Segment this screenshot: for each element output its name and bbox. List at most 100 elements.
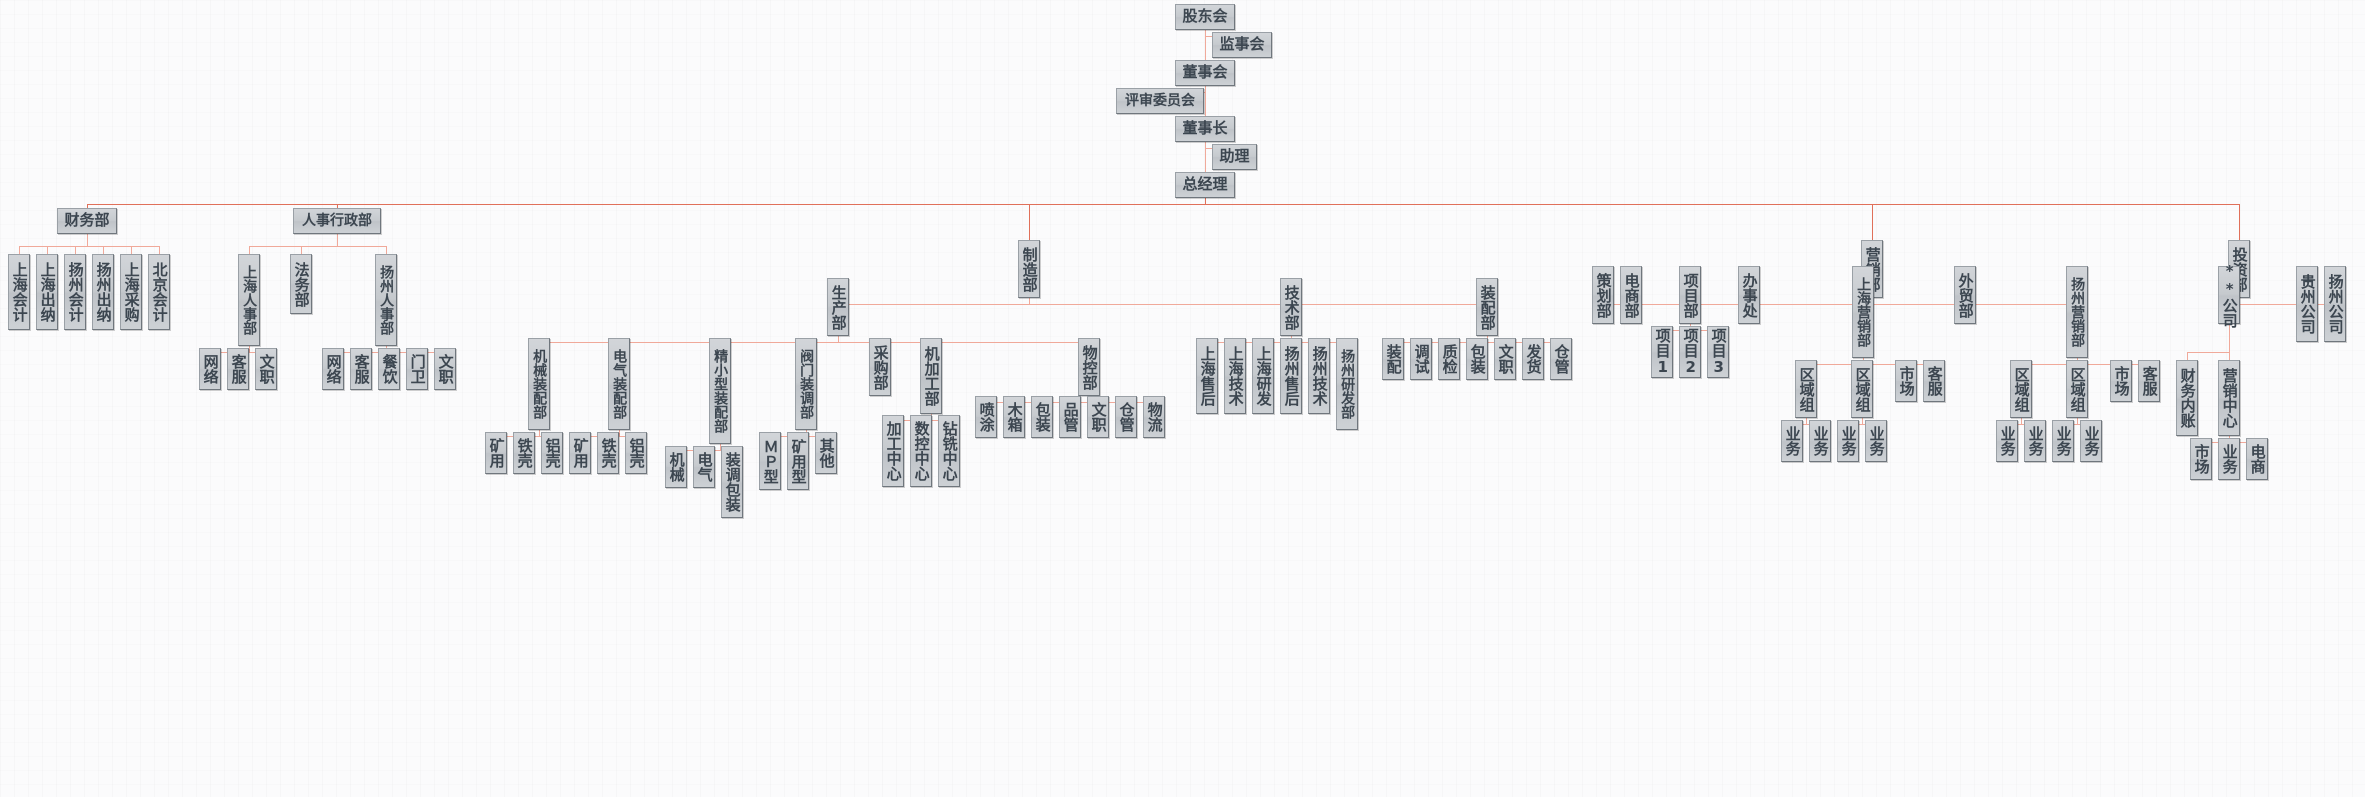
- org-node[interactable]: 阀门装调部: [795, 338, 817, 430]
- org-node[interactable]: 项目2: [1679, 326, 1701, 378]
- org-node[interactable]: 业务: [1781, 420, 1803, 462]
- org-node[interactable]: 扬州技术: [1308, 338, 1330, 414]
- org-node[interactable]: 电气装配部: [608, 338, 630, 430]
- org-node[interactable]: 铝壳: [625, 432, 647, 474]
- org-node[interactable]: 上海售后: [1196, 338, 1218, 414]
- org-node[interactable]: 业务: [1809, 420, 1831, 462]
- org-node[interactable]: 项目3: [1707, 326, 1729, 378]
- org-node[interactable]: 门卫: [406, 348, 428, 390]
- org-node[interactable]: 精小型装配部: [709, 338, 731, 444]
- org-node[interactable]: 装配部: [1476, 278, 1498, 336]
- org-node[interactable]: 外贸部: [1954, 266, 1976, 324]
- org-node[interactable]: 质检: [1438, 338, 1460, 380]
- org-node[interactable]: 业务: [1837, 420, 1859, 462]
- org-node[interactable]: 发货: [1522, 338, 1544, 380]
- org-node[interactable]: 包装: [1466, 338, 1488, 380]
- org-node[interactable]: 区域组: [1795, 360, 1817, 418]
- org-node[interactable]: 总经理: [1175, 172, 1235, 198]
- org-node[interactable]: 装配: [1382, 338, 1404, 380]
- org-node[interactable]: 铁壳: [597, 432, 619, 474]
- org-node[interactable]: 扬州研发部: [1336, 338, 1358, 430]
- org-node[interactable]: 木箱: [1003, 396, 1025, 438]
- org-node[interactable]: 项目部: [1679, 266, 1701, 324]
- org-node[interactable]: **公司: [2218, 262, 2240, 328]
- org-node[interactable]: 装调包装: [721, 446, 743, 518]
- org-node[interactable]: 加工中心: [882, 415, 904, 487]
- org-node[interactable]: 采购部: [869, 338, 891, 396]
- org-node[interactable]: 餐饮: [378, 348, 400, 390]
- org-node[interactable]: 矿用: [569, 432, 591, 474]
- org-node[interactable]: 电商: [2246, 438, 2268, 480]
- org-node[interactable]: 文职: [255, 348, 277, 390]
- org-node[interactable]: 扬州售后: [1280, 338, 1302, 414]
- org-node[interactable]: 策划部: [1592, 266, 1614, 324]
- org-node[interactable]: 矿用型: [787, 432, 809, 490]
- org-node[interactable]: 网络: [322, 348, 344, 390]
- org-node[interactable]: 扬州会计: [64, 254, 86, 330]
- org-node[interactable]: 上海人事部: [238, 254, 260, 346]
- org-node[interactable]: 业务: [2080, 420, 2102, 462]
- org-node[interactable]: 物流: [1143, 396, 1165, 438]
- org-node[interactable]: 仓管: [1550, 338, 1572, 380]
- org-node[interactable]: 矿用: [485, 432, 507, 474]
- org-node[interactable]: 业务: [2024, 420, 2046, 462]
- org-node[interactable]: 上海营销部: [1852, 266, 1874, 358]
- org-node[interactable]: 区域组: [2066, 360, 2088, 418]
- org-node[interactable]: 品管: [1059, 396, 1081, 438]
- org-node[interactable]: 上海技术: [1224, 338, 1246, 414]
- org-node[interactable]: 网络: [199, 348, 221, 390]
- org-node[interactable]: 监事会: [1212, 32, 1272, 58]
- org-node[interactable]: 市场: [2190, 438, 2212, 480]
- org-node[interactable]: 制造部: [1018, 240, 1040, 298]
- org-node[interactable]: 业务: [1865, 420, 1887, 462]
- org-node[interactable]: 客服: [1923, 360, 1945, 402]
- org-node[interactable]: 扬州营销部: [2066, 266, 2088, 358]
- org-node[interactable]: 文职: [434, 348, 456, 390]
- org-node[interactable]: 北京会计: [148, 254, 170, 330]
- org-node[interactable]: 贵州公司: [2296, 266, 2318, 342]
- org-node[interactable]: 财务部: [57, 208, 117, 234]
- org-node[interactable]: 物控部: [1078, 338, 1100, 396]
- org-node[interactable]: 机加工部: [920, 338, 942, 414]
- org-node[interactable]: 股东会: [1175, 4, 1235, 30]
- org-node[interactable]: 财务内账: [2176, 360, 2198, 436]
- org-node[interactable]: 其他: [815, 432, 837, 474]
- org-node[interactable]: 董事长: [1175, 116, 1235, 142]
- org-node[interactable]: 铁壳: [513, 432, 535, 474]
- org-node[interactable]: 仓管: [1115, 396, 1137, 438]
- org-node[interactable]: 业务: [2052, 420, 2074, 462]
- org-node[interactable]: 营销中心: [2218, 360, 2240, 436]
- org-node[interactable]: 上海研发: [1252, 338, 1274, 414]
- org-node[interactable]: 上海出纳: [36, 254, 58, 330]
- org-node[interactable]: 铝壳: [541, 432, 563, 474]
- org-node[interactable]: 客服: [2138, 360, 2160, 402]
- org-node[interactable]: 扬州人事部: [375, 254, 397, 346]
- org-node[interactable]: 市场: [2110, 360, 2132, 402]
- org-node[interactable]: 客服: [350, 348, 372, 390]
- org-node[interactable]: 业务: [1996, 420, 2018, 462]
- org-node[interactable]: 机械: [665, 446, 687, 488]
- org-node[interactable]: 上海采购: [120, 254, 142, 330]
- org-node[interactable]: 喷涂: [975, 396, 997, 438]
- org-node[interactable]: 文职: [1494, 338, 1516, 380]
- org-node[interactable]: 业务: [2218, 438, 2240, 480]
- org-node[interactable]: 上海会计: [8, 254, 30, 330]
- org-node[interactable]: 包装: [1031, 396, 1053, 438]
- org-node[interactable]: 人事行政部: [293, 208, 381, 234]
- org-node[interactable]: 评审委员会: [1116, 88, 1204, 114]
- org-node[interactable]: 数控中心: [910, 415, 932, 487]
- org-node[interactable]: 电商部: [1620, 266, 1642, 324]
- org-node[interactable]: 客服: [227, 348, 249, 390]
- org-node[interactable]: 机械装配部: [528, 338, 550, 430]
- org-node[interactable]: 区域组: [2010, 360, 2032, 418]
- org-node[interactable]: 区域组: [1851, 360, 1873, 418]
- org-node[interactable]: 技术部: [1280, 278, 1302, 336]
- org-node[interactable]: 文职: [1087, 396, 1109, 438]
- org-node[interactable]: 助理: [1212, 144, 1257, 170]
- org-node[interactable]: 扬州出纳: [92, 254, 114, 330]
- org-node[interactable]: 市场: [1895, 360, 1917, 402]
- org-node[interactable]: 董事会: [1175, 60, 1235, 86]
- org-node[interactable]: 电气: [693, 446, 715, 488]
- org-node[interactable]: 生产部: [827, 278, 849, 336]
- org-node[interactable]: 项目1: [1651, 326, 1673, 378]
